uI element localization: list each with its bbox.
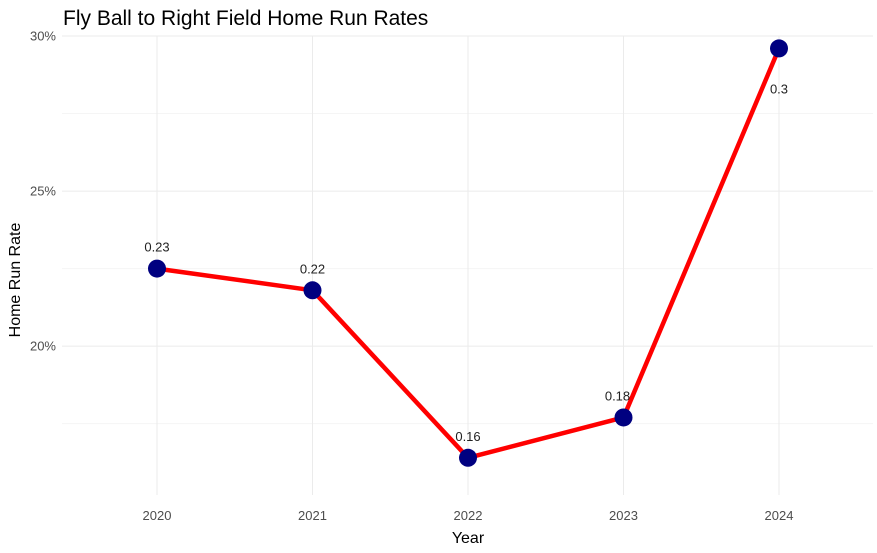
data-points	[148, 39, 788, 467]
x-tick-label: 2020	[143, 508, 172, 523]
data-point	[303, 281, 322, 300]
y-tick-label: 30%	[30, 29, 56, 44]
data-label: 0.23	[144, 240, 169, 255]
x-tick-label: 2021	[298, 508, 327, 523]
chart-title: Fly Ball to Right Field Home Run Rates	[63, 7, 428, 30]
x-axis-title: Year	[452, 530, 485, 547]
y-tick-label: 20%	[30, 339, 56, 354]
data-point	[770, 39, 788, 58]
data-point	[459, 448, 477, 467]
data-label: 0.3	[770, 81, 788, 96]
y-tick-label: 25%	[30, 184, 56, 199]
data-point	[614, 408, 633, 427]
data-label: 0.22	[300, 261, 325, 276]
data-label: 0.16	[455, 429, 480, 444]
axis-ticks: 20% 25% 30% 2020 2021 2022 2023 2024	[30, 29, 793, 524]
grid-lines	[62, 35, 873, 495]
data-labels: 0.23 0.22 0.16 0.18 0.3	[144, 81, 788, 443]
x-tick-label: 2023	[609, 508, 638, 523]
y-axis-title: Home Run Rate	[7, 223, 24, 338]
x-tick-label: 2024	[765, 508, 794, 523]
data-point	[148, 259, 166, 278]
data-label: 0.18	[605, 388, 630, 403]
x-tick-label: 2022	[454, 508, 483, 523]
